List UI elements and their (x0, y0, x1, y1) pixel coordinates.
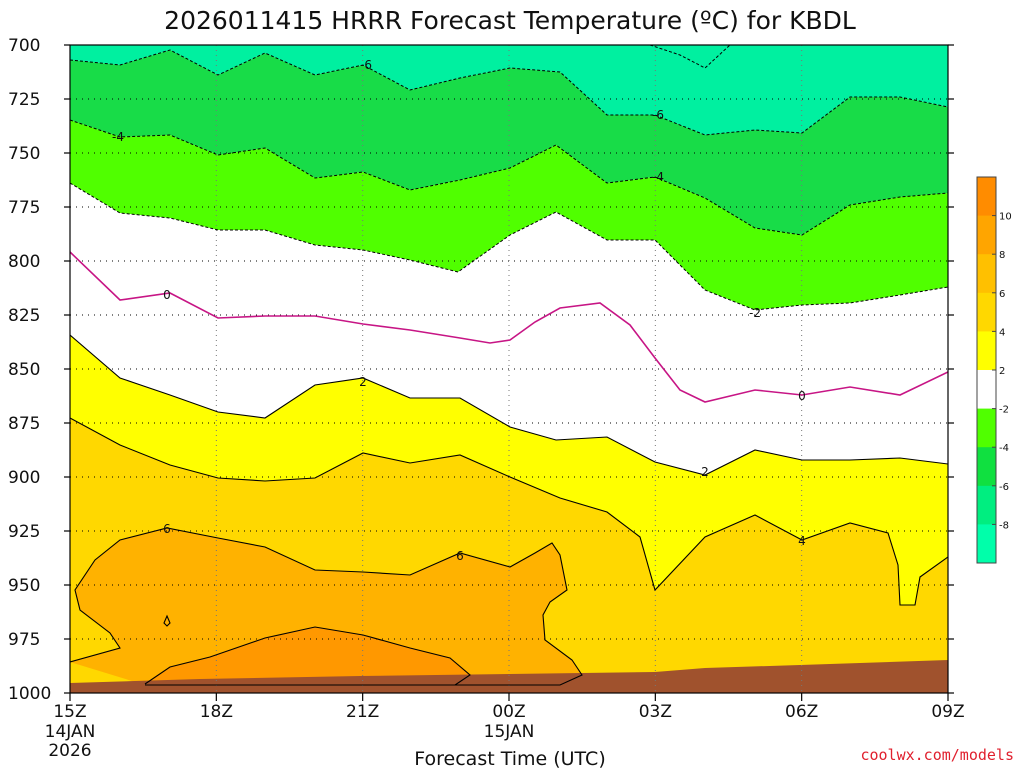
x-tick-date-label: 15JAN (484, 722, 535, 742)
y-tick-label: 750 (8, 144, 40, 164)
x-tick-date-label: 14JAN (45, 722, 96, 742)
contour-line-8 (144, 626, 471, 686)
colorbar-swatch (977, 408, 996, 448)
x-axis-label: Forecast Time (UTC) (414, 748, 605, 768)
x-tick-label: 06Z (785, 702, 818, 722)
contour-label: 6 (456, 549, 464, 563)
contour-line-zero (70, 251, 948, 403)
x-tick-label: 18Z (200, 702, 233, 722)
contour-line-6 (70, 527, 583, 686)
colorbar-swatch (977, 447, 996, 487)
colorbar-tick-label: -8 (999, 520, 1009, 531)
x-tick-label: 03Z (639, 702, 672, 722)
colorbar: 10 8 6 4 2 -2 -4 -6 -8 (976, 176, 1012, 564)
fill-minus-2-to-2 (70, 183, 948, 475)
fill-below-minus-6 (70, 45, 948, 135)
colorbar-tick-label: -4 (999, 443, 1009, 454)
fill-6-to-8 (70, 528, 582, 685)
contour-label: -2 (749, 306, 761, 320)
contour-label: 2 (701, 465, 709, 479)
y-tick-label: 875 (8, 414, 40, 434)
x-tick-label: 00Z (492, 702, 525, 722)
colorbar-tick-label: 2 (999, 366, 1005, 377)
y-tick-label: 775 (8, 198, 40, 218)
y-tick-label: 825 (8, 306, 40, 326)
y-tick-label: 1000 (8, 684, 51, 704)
contour-line-minus-6 (70, 49, 948, 136)
colorbar-tick-label: -2 (999, 405, 1009, 416)
contour-labels: -4 -6 0 2 6 -6 -4 -2 0 2 6 4 (112, 58, 806, 563)
contour-label: 0 (163, 288, 171, 302)
contour-line-6-small-closed (163, 614, 171, 627)
colorbar-tick-label: 10 (999, 212, 1012, 223)
contour-line-2 (70, 334, 948, 476)
contour-line-4 (70, 417, 948, 606)
contour-lines (70, 45, 948, 686)
contour-line-minus-2 (70, 182, 948, 311)
x-tick-label: 21Z (346, 702, 379, 722)
colorbar-swatch (977, 215, 996, 255)
chart-title: 2026011415 HRRR Forecast Temperature (ºC… (164, 6, 856, 35)
y-tick-label: 850 (8, 360, 40, 380)
colorbar-tick-label: -6 (999, 482, 1009, 493)
contour-line-minus-4 (70, 119, 948, 236)
contour-label: -6 (360, 58, 372, 72)
contour-label: 2 (359, 375, 367, 389)
y-tick-label: 700 (8, 36, 40, 56)
colorbar-swatch (977, 370, 996, 410)
fill-minus-6-to-minus-4 (70, 50, 948, 235)
y-axis: 700 725 750 775 800 825 850 875 900 925 950 975 1000 (8, 36, 954, 704)
gridlines (70, 45, 948, 693)
contour-label: -6 (652, 108, 664, 122)
colorbar-swatch (977, 331, 996, 371)
y-tick-label: 975 (8, 630, 40, 650)
contour-label: 0 (798, 389, 806, 403)
contour-line-minus-6-cap (649, 45, 731, 69)
y-tick-label: 725 (8, 90, 40, 110)
y-tick-label: 950 (8, 576, 40, 596)
colorbar-swatch (977, 292, 996, 332)
colorbar-tick-label: 8 (999, 250, 1005, 261)
y-tick-label: 800 (8, 252, 40, 272)
x-tick-label: 09Z (931, 702, 964, 722)
x-tick-year-label: 2026 (48, 741, 91, 761)
contour-label: -4 (112, 130, 124, 144)
colorbar-swatch (977, 254, 996, 294)
fill-8-to-10 (145, 627, 470, 685)
colorbar-swatch (977, 177, 996, 217)
y-tick-label: 925 (8, 522, 40, 542)
colorbar-swatch (977, 485, 996, 525)
colorbar-tick-label: 4 (999, 327, 1005, 338)
colorbar-swatch (977, 524, 996, 564)
contour-label: 4 (798, 534, 806, 548)
x-tick-label: 15Z (53, 702, 86, 722)
credit-text: coolwx.com/models (860, 746, 1014, 764)
y-tick-label: 900 (8, 468, 40, 488)
contour-label: 6 (163, 522, 171, 536)
colorbar-tick-label: 6 (999, 289, 1005, 300)
contour-label: -4 (652, 170, 664, 184)
